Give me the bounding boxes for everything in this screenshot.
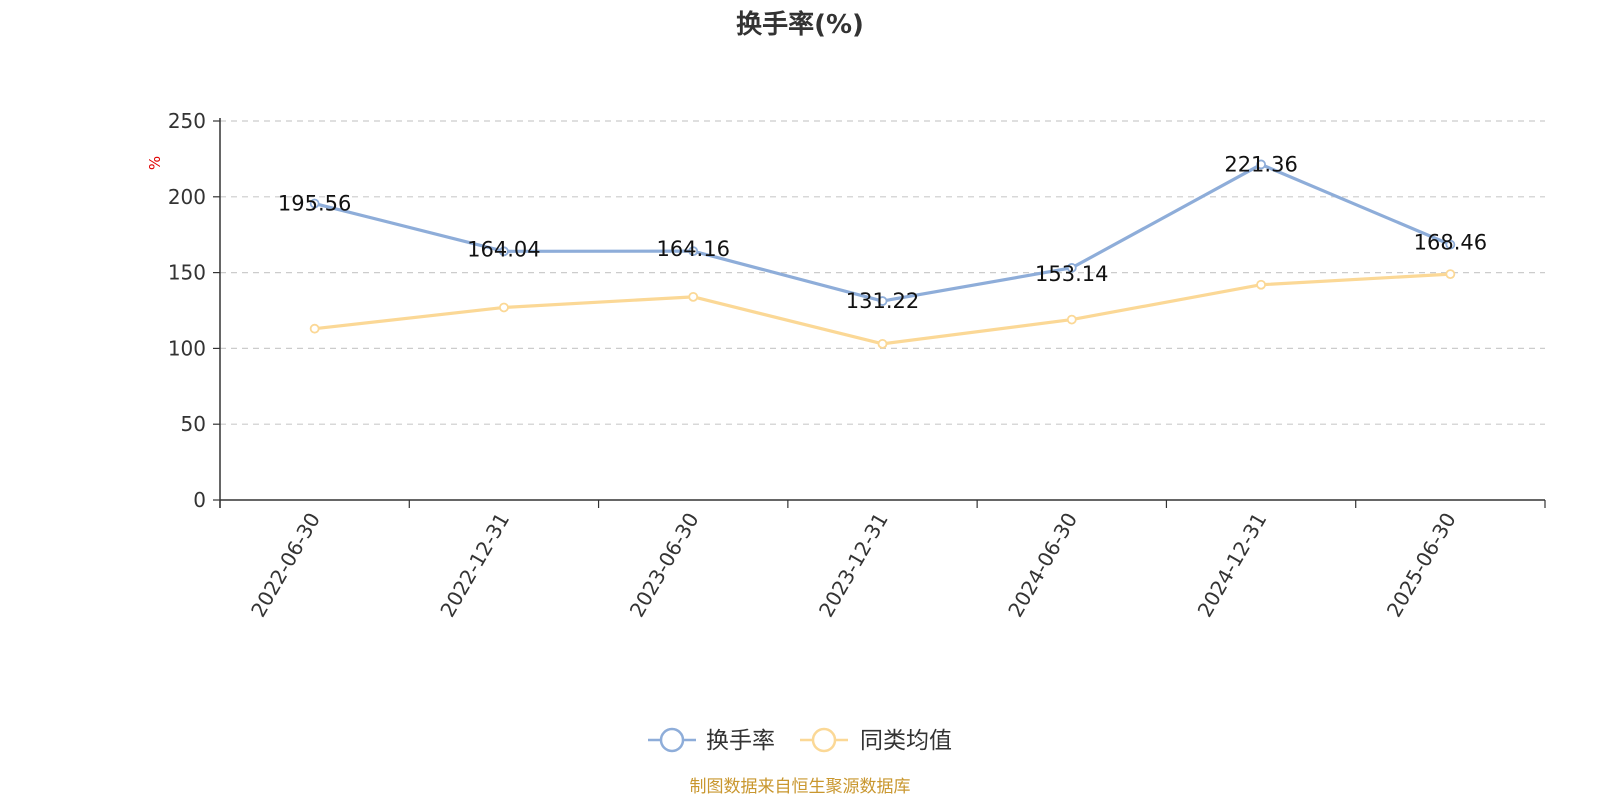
data-label: 195.56: [278, 192, 351, 216]
axis-layer: 0 50 100 150 200 250 2022-06-30 2022-12-31 2023-…: [168, 109, 1546, 622]
data-point-series-0[interactable]: [1066, 262, 1077, 273]
data-point-series-1[interactable]: [1066, 314, 1077, 325]
data-label: 221.36: [1224, 152, 1297, 176]
data-point-series-1[interactable]: [499, 302, 509, 313]
legend-item-turnover-rate[interactable]: 换手率: [648, 727, 775, 754]
data-point-series-0[interactable]: [1445, 239, 1456, 250]
data-point-series-0[interactable]: [877, 296, 888, 306]
y-tick-label: 250: [168, 109, 206, 133]
grid-layer: [220, 120, 1545, 425]
y-tick-label: 0: [193, 488, 206, 512]
legend-label-turnover-rate: 换手率: [706, 728, 775, 754]
y-tick-label: 200: [168, 185, 206, 209]
x-tick-label: 2024-12-31: [1192, 509, 1271, 622]
data-label: 153.14: [1035, 262, 1108, 286]
data-label: 168.46: [1414, 231, 1487, 255]
data-label: 164.16: [656, 237, 729, 261]
y-tick-label: 100: [168, 336, 206, 360]
x-tick-label: 2023-12-31: [814, 509, 893, 622]
x-tick-label: 2022-06-30: [246, 509, 325, 622]
x-tick-label: 2024-06-30: [1003, 509, 1082, 622]
data-point-series-0[interactable]: [688, 246, 699, 257]
data-label: 164.04: [467, 237, 540, 261]
x-tick-label: 2023-06-30: [625, 509, 704, 622]
data-label-layer: 195.56 164.04 164.16 131.22 153.14 221.36 168.…: [278, 152, 1487, 313]
y-tick-label: 50: [181, 412, 206, 436]
legend-marker-turnover-rate: [659, 727, 685, 753]
y-tick-label: 150: [168, 261, 206, 285]
data-source-note: 制图数据来自恒生聚源数据库: [690, 777, 911, 797]
series-line-0: [314, 162, 1451, 303]
chart-title: 换手率(%): [736, 9, 864, 40]
data-label: 131.22: [846, 289, 919, 313]
legend-marker-peer-average: [811, 727, 837, 753]
legend-item-peer-average[interactable]: 同类均值: [800, 727, 952, 754]
data-point-series-1[interactable]: [877, 338, 888, 349]
data-point-series-1[interactable]: [1445, 269, 1456, 280]
data-point-series-1[interactable]: [688, 291, 699, 302]
data-point-series-1[interactable]: [1256, 279, 1266, 290]
x-tick-label: 2022-12-31: [435, 509, 514, 622]
legend: 换手率 同类均值: [648, 727, 952, 754]
x-tick-label: 2025-06-30: [1382, 509, 1461, 622]
series-layer: [309, 159, 1456, 349]
y-axis-unit-label: %: [146, 156, 164, 170]
data-point-series-1[interactable]: [309, 323, 320, 334]
data-point-series-0[interactable]: [1256, 159, 1266, 170]
data-point-series-0[interactable]: [499, 246, 509, 257]
data-point-series-0[interactable]: [309, 198, 320, 209]
legend-label-peer-average: 同类均值: [860, 728, 952, 754]
